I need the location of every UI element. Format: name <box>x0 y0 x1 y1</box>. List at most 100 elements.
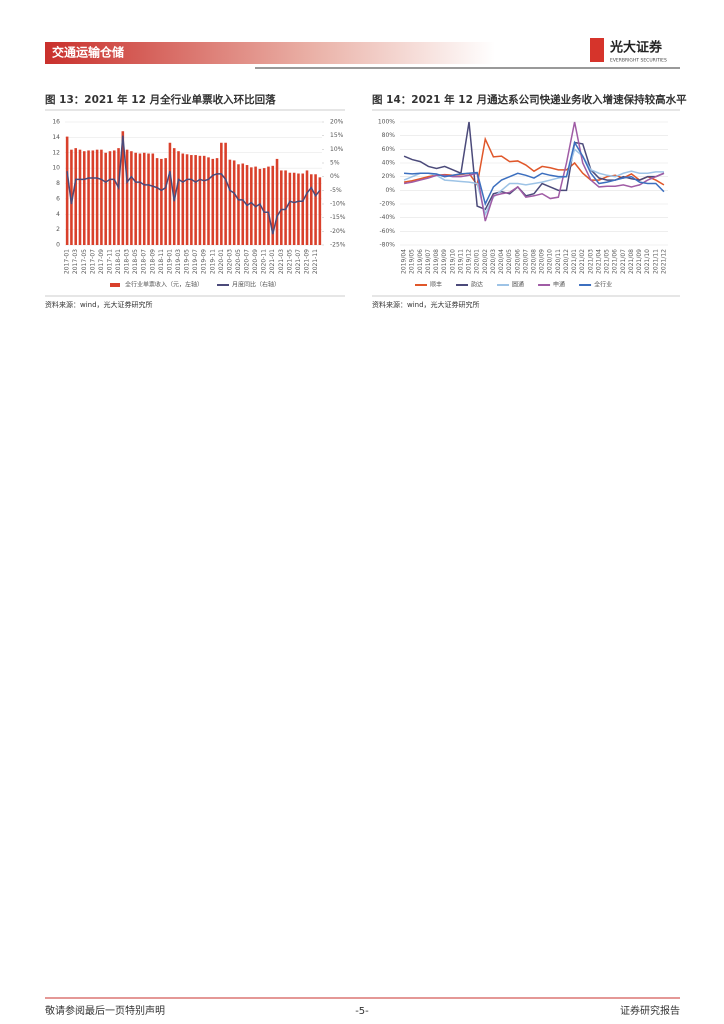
x-tick-label: 2020/04 <box>498 249 505 274</box>
bar <box>275 158 279 245</box>
legend-label: 韵达 <box>471 281 483 289</box>
x-tick-label: 2019/10 <box>449 249 456 274</box>
x-tick-label: 2020-01 <box>218 249 225 274</box>
x-tick-label: 2021-07 <box>295 249 302 274</box>
x-tick-label: 2021/02 <box>579 249 586 274</box>
x-tick-label: 2020/10 <box>547 249 554 274</box>
y-tick-label: 16 <box>52 119 60 126</box>
bar <box>250 167 253 245</box>
plot-clip <box>403 121 665 211</box>
series-line <box>403 121 665 211</box>
bar <box>177 151 180 245</box>
bar <box>142 152 146 245</box>
bar <box>198 155 202 245</box>
y-tick-label: 2 <box>56 226 60 233</box>
bar <box>297 173 300 245</box>
legend-swatch <box>110 283 120 287</box>
bar <box>112 150 116 245</box>
bar <box>181 153 185 245</box>
x-tick-label: 2021/05 <box>604 249 611 274</box>
bar <box>134 152 137 245</box>
x-tick-label: 2018-11 <box>158 249 165 274</box>
y2-tick-label: 20% <box>330 119 344 126</box>
y2-tick-label: -25% <box>330 242 346 249</box>
bar <box>258 168 262 245</box>
x-tick-label: 2019/07 <box>425 249 432 274</box>
y-tick-label: 12 <box>52 149 60 156</box>
x-tick-label: 2017-03 <box>72 249 79 274</box>
y-tick-label: -20% <box>379 201 395 208</box>
y2-tick-label: -20% <box>330 228 346 235</box>
bar <box>168 142 172 245</box>
bar <box>220 142 223 245</box>
x-tick-label: 2019/11 <box>457 249 464 274</box>
x-tick-label: 2021-09 <box>304 249 311 274</box>
legend-label: 全行业单票收入（元，左轴） <box>125 281 203 289</box>
y2-tick-label: 15% <box>330 132 344 139</box>
bar <box>267 166 270 245</box>
bar <box>130 151 133 245</box>
x-tick-label: 2019/09 <box>441 249 448 274</box>
x-tick-label: 2019-11 <box>209 249 216 274</box>
bar <box>305 170 309 245</box>
bar <box>65 136 69 245</box>
x-tick-label: 2019/08 <box>433 249 440 274</box>
x-tick-label: 2017-09 <box>98 249 105 274</box>
x-tick-label: 2018-05 <box>132 249 139 274</box>
y-tick-label: -80% <box>379 242 395 249</box>
bar <box>125 149 129 245</box>
bar <box>95 149 99 245</box>
y-tick-label: 20% <box>382 173 396 180</box>
bar <box>147 153 150 245</box>
x-tick-label: 2019-07 <box>192 249 199 274</box>
x-tick-label: 2020/06 <box>514 249 521 274</box>
brand: 光大证券 <box>609 40 663 56</box>
y-tick-label: 10 <box>52 165 60 172</box>
x-tick-label: 2020-09 <box>252 249 259 274</box>
x-tick-label: 2021/10 <box>644 249 651 274</box>
x-tick-label: 2017-07 <box>89 249 96 274</box>
x-tick-label: 2021/12 <box>660 249 667 274</box>
y-tick-label: 60% <box>382 146 396 153</box>
x-tick-label: 2021/01 <box>571 249 578 274</box>
bar <box>292 172 296 245</box>
bar <box>190 155 193 245</box>
bar <box>138 153 142 245</box>
bar <box>215 158 219 245</box>
bar <box>262 168 266 245</box>
bar <box>211 158 215 245</box>
x-tick-label: 2021-11 <box>312 249 319 274</box>
figure-source: 资料来源：wind，光大证券研究所 <box>45 300 153 309</box>
y-tick-label: -60% <box>379 228 395 235</box>
x-tick-label: 2021/08 <box>628 249 635 274</box>
bar <box>318 177 322 245</box>
x-tick-label: 2019/12 <box>466 249 473 274</box>
bar <box>70 149 73 245</box>
x-tick-label: 2019-03 <box>175 249 182 274</box>
x-tick-label: 2018-09 <box>149 249 156 274</box>
y-tick-label: 4 <box>56 211 60 218</box>
y-tick-label: 40% <box>382 160 396 167</box>
x-tick-label: 2020/09 <box>539 249 546 274</box>
x-tick-label: 2017-01 <box>64 249 71 274</box>
figure-source: 资料来源：wind，光大证券研究所 <box>372 300 480 309</box>
bar <box>91 150 95 245</box>
bar <box>74 148 77 245</box>
x-tick-label: 2017-11 <box>106 249 113 274</box>
x-tick-label: 2020-11 <box>261 249 268 274</box>
x-tick-label: 2020/05 <box>506 249 513 274</box>
legend-label: 全行业 <box>594 281 612 289</box>
legend-label: 顺丰 <box>430 281 442 289</box>
x-tick-label: 2019-05 <box>184 249 191 274</box>
bar <box>241 163 245 245</box>
figure-title: 图 14：2021 年 12 月通达系公司快递业务收入增速保持较高水平 <box>372 93 687 106</box>
y2-tick-label: -5% <box>330 187 342 194</box>
y2-tick-label: -15% <box>330 214 346 221</box>
bar <box>228 159 232 245</box>
bar <box>301 173 305 245</box>
logo-mark <box>590 38 604 62</box>
footer-left: 敬请参阅最后一页特别声明 <box>45 1004 165 1017</box>
plot-clip <box>403 140 665 207</box>
x-tick-label: 2020/11 <box>555 249 562 274</box>
bar <box>310 174 313 245</box>
